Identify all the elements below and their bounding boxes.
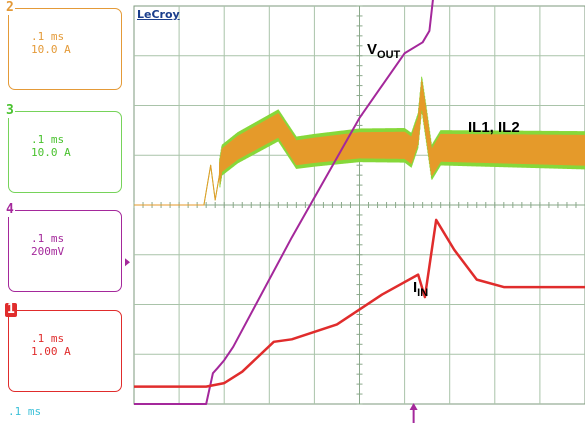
bottom-timebase: .1 ms xyxy=(8,405,42,418)
scope-traces xyxy=(133,0,585,405)
scope-labels: VOUT IL1, IL2 IIN xyxy=(367,41,520,299)
channel-timebase: .1 ms xyxy=(31,30,65,43)
channel-3-box: 3 .1 ms 10.0 A xyxy=(5,104,122,193)
channel-scale: 10.0 A xyxy=(31,43,71,56)
trace-vout xyxy=(134,0,434,405)
channel-scale: 1.00 A xyxy=(31,345,71,358)
channel-scale: 10.0 A xyxy=(31,146,71,159)
trigger-marker-arrow xyxy=(409,403,418,410)
annotation-iin: IIN xyxy=(413,279,428,299)
channel-timebase: .1 ms xyxy=(31,133,65,146)
annotation-il: IL1, IL2 xyxy=(468,119,520,136)
channel-scale: 200mV xyxy=(31,245,65,258)
annotation-vout: VOUT xyxy=(367,41,401,61)
channel-4-box: 4 .1 ms 200mV xyxy=(5,203,122,292)
trace-il xyxy=(133,80,585,206)
channel-timebase: .1 ms xyxy=(31,232,65,245)
channel-1-box: 1 .1 ms 1.00 A xyxy=(5,303,122,392)
brand-logo: LeCroy xyxy=(137,8,180,21)
channel-2-box: 2 .1 ms 10.0 A xyxy=(5,1,122,90)
channel-number: 3 xyxy=(5,103,15,118)
channel-number: 4 xyxy=(5,202,15,217)
channel-number: 2 xyxy=(5,0,15,15)
channel-timebase: .1 ms xyxy=(31,332,65,345)
channel-number: 1 xyxy=(5,302,17,317)
offset-marker xyxy=(125,258,130,267)
scope-markers xyxy=(125,258,418,423)
trace-iin xyxy=(134,218,585,388)
